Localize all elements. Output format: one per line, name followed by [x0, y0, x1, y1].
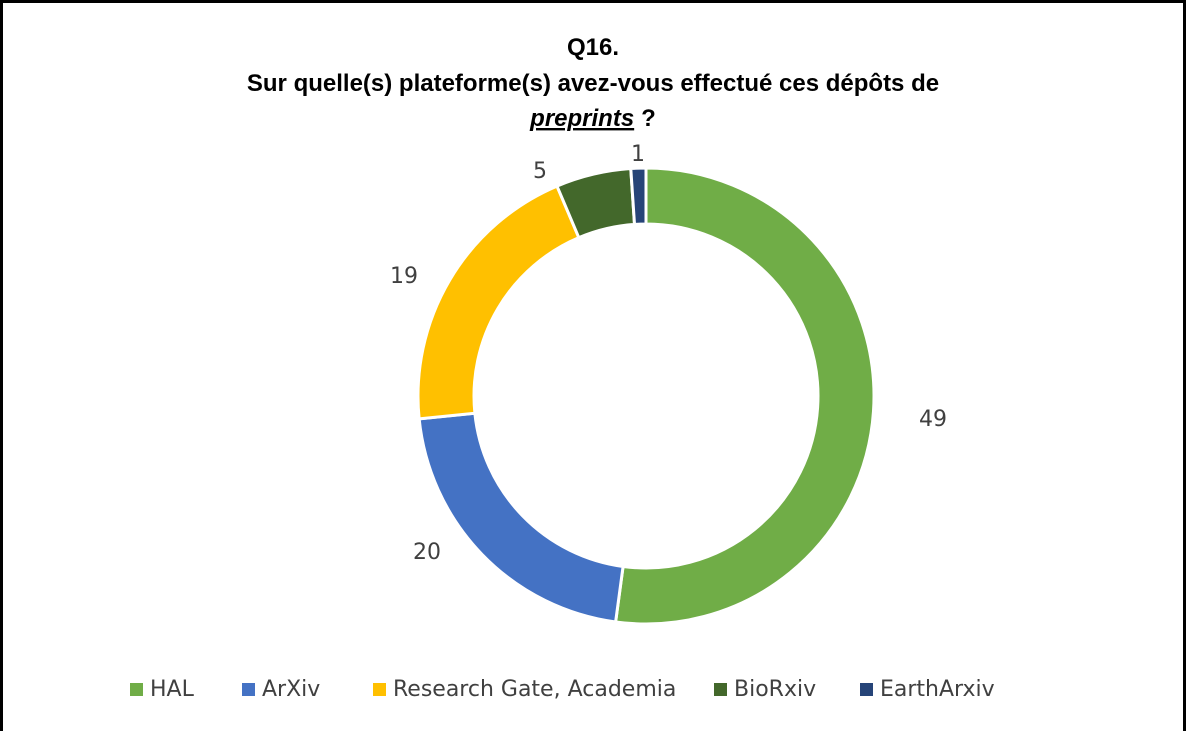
donut-segment: [613, 166, 876, 626]
legend-swatch: [242, 683, 255, 696]
data-label: 49: [919, 407, 947, 432]
legend-label: ArXiv: [262, 677, 320, 702]
legend-label: Research Gate, Academia: [393, 677, 676, 702]
data-label: 5: [533, 159, 547, 184]
legend-swatch: [714, 683, 727, 696]
chart-title-end: ?: [641, 105, 656, 132]
legend-swatch: [130, 683, 143, 696]
chart-title: Sur quelle(s) plateforme(s) avez-vous ef…: [247, 70, 939, 97]
chart-title-italic: preprints: [529, 105, 634, 132]
chart-title: Q16.: [567, 34, 619, 61]
donut-segment: [629, 166, 648, 226]
legend-swatch: [860, 683, 873, 696]
data-label: 20: [413, 540, 441, 565]
data-label: 19: [390, 264, 418, 289]
legend-label: HAL: [150, 677, 195, 702]
legend-label: EarthArxiv: [880, 677, 995, 702]
legend-label: BioRxiv: [734, 677, 816, 702]
legend-swatch: [373, 683, 386, 696]
data-label: 1: [631, 142, 645, 167]
chart-title: preprints?: [529, 105, 656, 132]
